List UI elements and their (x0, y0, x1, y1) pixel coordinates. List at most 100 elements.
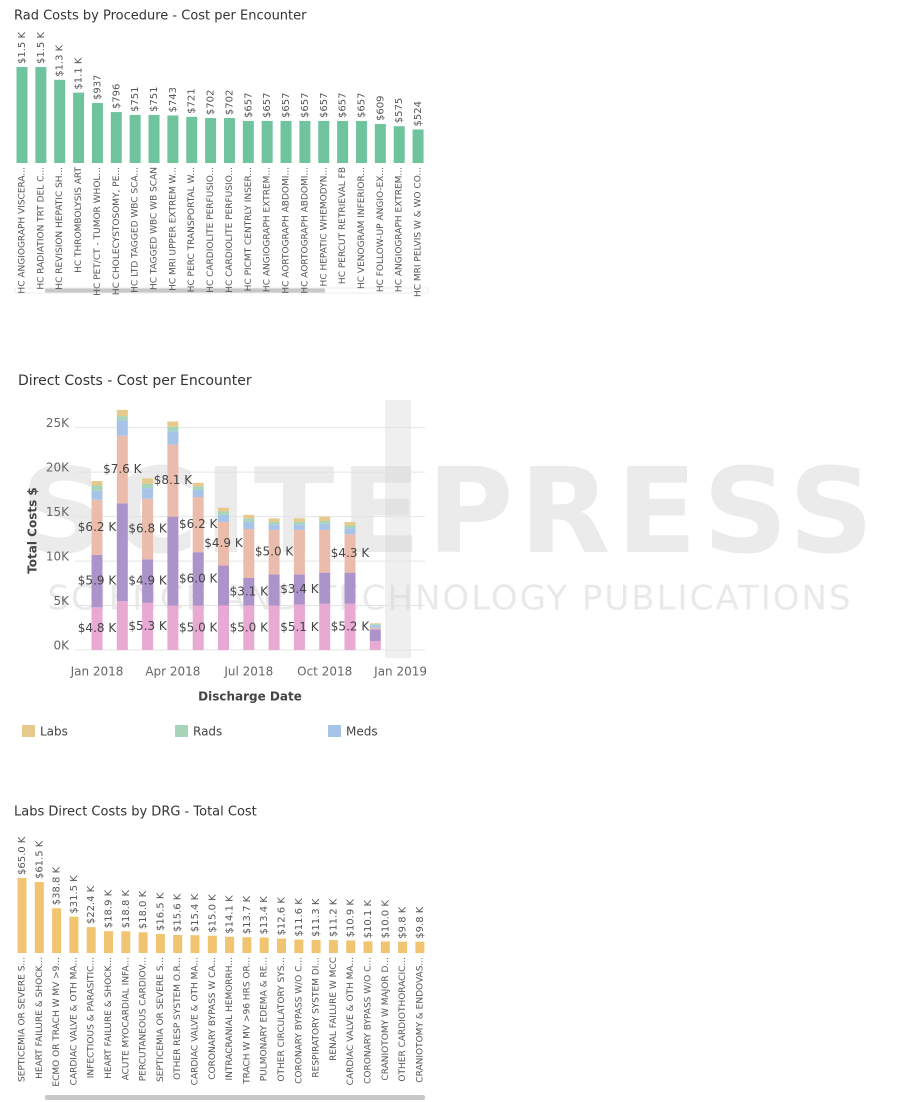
bar-segment (319, 603, 331, 650)
bar-segment (344, 534, 356, 573)
value-label: $18.9 K (104, 889, 115, 928)
legend-swatch (22, 725, 35, 737)
value-label: $15.6 K (173, 893, 184, 932)
data-label: $4.8 K (78, 621, 118, 635)
bar (129, 114, 141, 163)
category-label: ECMO OR TRACH W MV >9... (52, 957, 62, 1087)
bar (186, 116, 198, 163)
value-label: $1.5 K (17, 32, 28, 64)
bar (277, 938, 286, 953)
category-label: CARDIAC VALVE & OTH MA... (191, 957, 201, 1085)
bar-segment (268, 524, 280, 530)
bar-segment (268, 574, 280, 606)
bar-segment (91, 490, 103, 500)
bar-segment (142, 602, 154, 650)
bar-segment (268, 521, 280, 525)
bar-segment (268, 605, 280, 650)
data-label: $6.8 K (128, 522, 168, 536)
bar-segment (319, 516, 331, 522)
legend-swatch (328, 725, 341, 737)
bar (138, 932, 148, 953)
bar-segment (91, 499, 103, 555)
value-label: $751 (130, 86, 141, 111)
bar-segment (167, 516, 179, 606)
bar (415, 941, 425, 953)
bar (104, 931, 113, 953)
bar (380, 941, 390, 953)
bar-segment (116, 420, 128, 436)
bar (148, 114, 160, 163)
category-label: INFECTIOUS & PARASITIC... (87, 957, 97, 1078)
category-label: PERCUTANEOUS CARDIOV... (139, 957, 149, 1081)
scroll-track (14, 287, 429, 294)
value-label: $657 (356, 92, 367, 117)
watermark-title: SCITEPRESS (20, 442, 879, 580)
y-tick-label: 15K (46, 505, 70, 519)
bar (412, 129, 424, 163)
bar (363, 941, 373, 953)
bar-segment (293, 521, 305, 525)
bar (223, 118, 235, 163)
value-label: $1.3 K (55, 44, 66, 76)
category-label: CARDIAC VALVE & OTH MA... (69, 957, 79, 1085)
bar-segment (293, 518, 305, 522)
bar (73, 92, 85, 163)
chart-title: Direct Costs - Cost per Encounter (18, 373, 252, 389)
y-tick-label: 10K (46, 550, 70, 564)
value-label: $16.5 K (155, 892, 166, 931)
category-label: TRACH W MV >96 HRS OR... (242, 957, 252, 1085)
value-label: $575 (394, 98, 405, 123)
category-label: SEPTICEMIA OR SEVERE S... (18, 957, 28, 1082)
bar (155, 933, 165, 953)
bar-segment (116, 416, 128, 421)
bar (34, 882, 44, 953)
value-label: $18.0 K (138, 890, 149, 929)
category-label: HC ANGIOGRAPH EXTREM... (395, 167, 405, 292)
value-label: $14.1 K (225, 895, 236, 934)
y-tick-label: 25K (46, 416, 70, 430)
value-label: $13.7 K (242, 895, 253, 934)
bar (280, 120, 292, 163)
category-label: OTHER CIRCULATORY SYS... (277, 957, 287, 1082)
value-label: $702 (224, 90, 235, 115)
value-label: $524 (413, 101, 424, 126)
legend-label: Meds (346, 725, 378, 739)
category-label: HC VENOGRAM INFERIOR... (357, 167, 367, 289)
bar (86, 927, 96, 953)
bar (167, 115, 179, 163)
value-label: $796 (111, 84, 122, 109)
category-label: PULMONARY EDEMA & RE... (260, 957, 270, 1081)
bar-segment (268, 529, 280, 575)
category-label: HC AORTOGRAPH ABDOMI... (282, 167, 292, 294)
value-label: $657 (338, 92, 349, 117)
value-label: $31.5 K (69, 875, 80, 914)
bar (299, 120, 311, 163)
scrollbar[interactable] (45, 288, 325, 293)
bar (337, 120, 349, 163)
bar-segment (167, 426, 179, 432)
bar-segment (218, 565, 229, 606)
bar (69, 916, 79, 953)
bar-segment (142, 498, 154, 560)
bar-segment (192, 482, 204, 487)
value-label: $9.8 K (398, 906, 409, 938)
category-label: CORONARY BYPASS W/O C... (364, 957, 374, 1084)
value-label: $751 (149, 86, 160, 111)
bar-segment (91, 554, 103, 608)
category-label: HC MRI PELVIS W & WO CO... (414, 167, 424, 297)
bar (17, 878, 27, 953)
value-label: $10.9 K (346, 899, 357, 938)
bar (398, 941, 408, 953)
data-label: $5.3 K (128, 619, 168, 633)
value-label: $11.6 K (294, 898, 305, 937)
scrollbar[interactable] (45, 1095, 425, 1100)
category-label: RESPIRATORY SYSTEM DI... (312, 957, 322, 1078)
category-label: HC LTD TAGGED WBC SCA... (131, 167, 141, 293)
bar-segment (116, 435, 128, 504)
category-label: HC CHOLECYSTOSOMY, PE... (112, 167, 122, 295)
bar-segment (218, 507, 229, 512)
bar (374, 124, 386, 163)
bar (16, 67, 28, 163)
value-label: $657 (319, 92, 330, 117)
category-label: HC AORTOGRAPH ABDOMI... (300, 167, 310, 294)
